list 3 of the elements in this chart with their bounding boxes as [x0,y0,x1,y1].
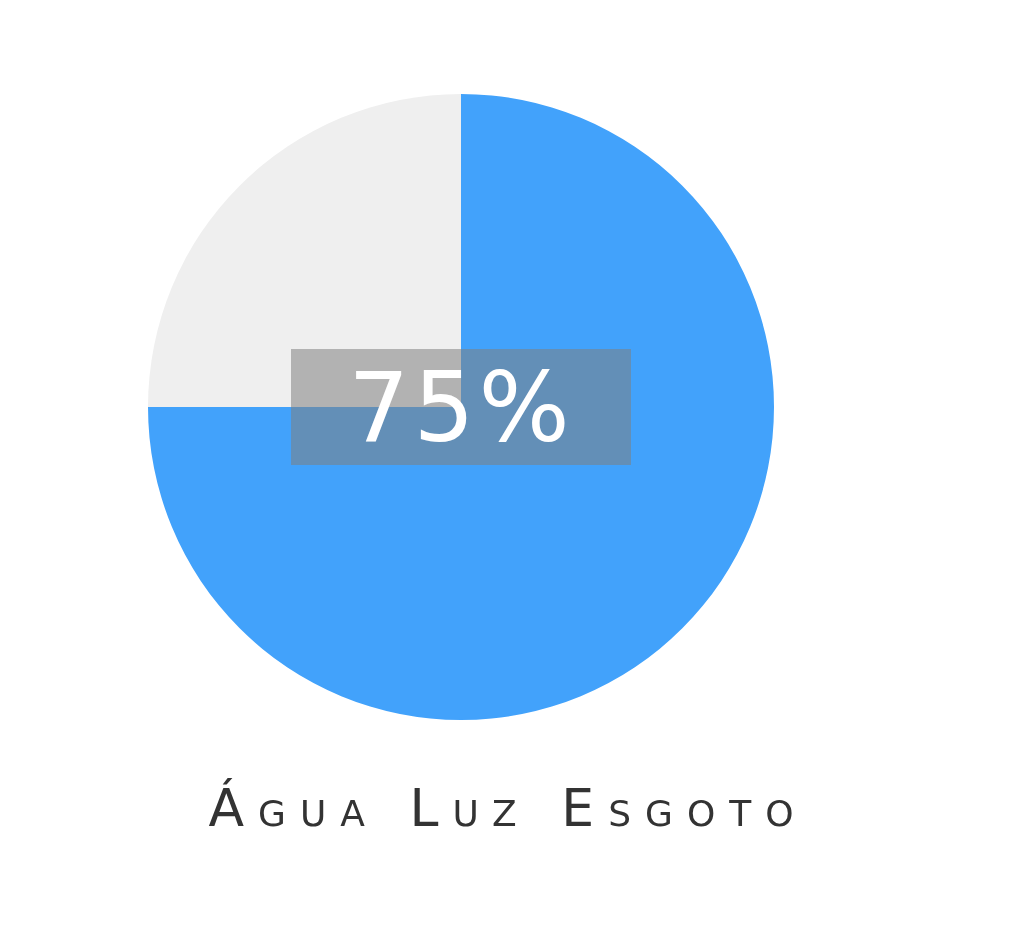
data-label: 75% [348,352,574,464]
pie-slice [148,94,774,720]
text: Água Luz Esgoto [207,777,809,838]
